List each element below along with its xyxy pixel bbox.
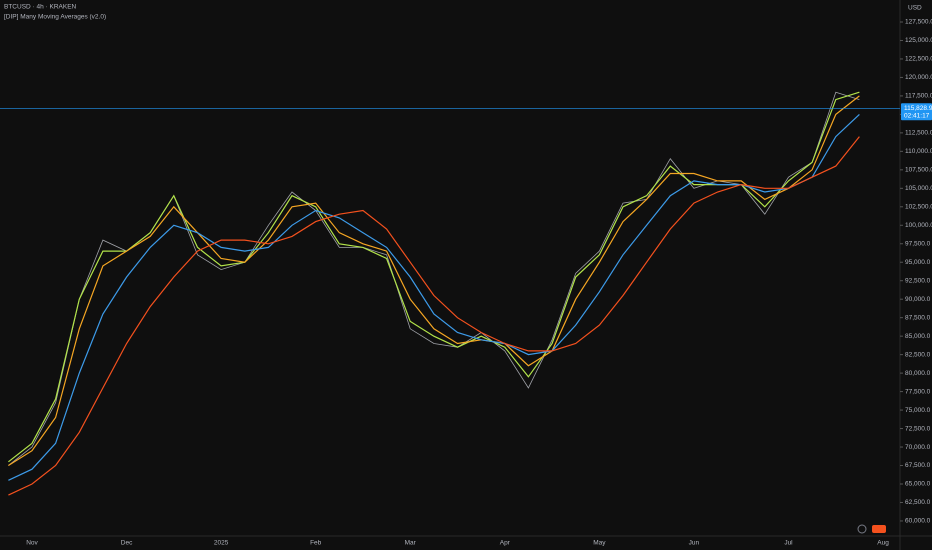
last-price-label: 115,828.9	[904, 105, 932, 112]
settings-icon[interactable]	[857, 524, 867, 534]
x-tick-label: Apr	[500, 540, 511, 547]
moving-average	[8, 113, 860, 481]
y-tick-label: 107,500.0	[905, 167, 932, 174]
x-tick-label: Feb	[310, 540, 322, 547]
y-tick-label: 90,000.0	[905, 296, 931, 303]
x-tick-label: Mar	[405, 540, 417, 547]
currency: USD	[908, 5, 922, 12]
y-tick-label: 77,500.0	[905, 388, 931, 395]
y-tick-label: 67,500.0	[905, 462, 931, 469]
moving-average	[8, 136, 860, 496]
y-tick-label: 122,500.0	[905, 56, 932, 63]
y-tick-label: 80,000.0	[905, 370, 931, 377]
y-tick-label: 75,000.0	[905, 407, 931, 414]
y-tick-label: 97,500.0	[905, 240, 931, 247]
x-tick-label: Nov	[26, 540, 38, 547]
bottom-icons[interactable]	[857, 524, 886, 534]
y-tick-label: 100,000.0	[905, 222, 932, 229]
y-tick-label: 95,000.0	[905, 259, 931, 266]
chart-title: BTCUSD · 4h · KRAKEN	[4, 4, 77, 11]
y-tick-label: 127,500.0	[905, 19, 932, 26]
countdown: 02:41:17	[904, 112, 930, 119]
y-tick-label: 105,000.0	[905, 185, 932, 192]
last-price-box	[901, 103, 932, 121]
y-tick-label: 117,500.0	[905, 93, 932, 100]
y-tick-label: 85,000.0	[905, 333, 931, 340]
y-tick-label: 120,000.0	[905, 74, 932, 81]
x-tick-label: May	[593, 540, 606, 547]
y-tick-label: 125,000.0	[905, 37, 932, 44]
y-tick-label: 112,500.0	[905, 130, 932, 137]
moving-average	[8, 95, 860, 467]
y-tick-label: 62,500.0	[905, 499, 931, 506]
indicator-name: [DIP] Many Moving Averages (v2.0)	[4, 14, 106, 21]
y-tick-label: 65,000.0	[905, 481, 931, 488]
y-tick-label: 110,000.0	[905, 148, 932, 155]
x-tick-label: Aug	[877, 540, 889, 547]
y-tick-label: 87,500.0	[905, 314, 931, 321]
badge-icon[interactable]	[872, 525, 886, 533]
x-tick-label: Jul	[784, 540, 793, 547]
x-tick-label: Jun	[689, 540, 700, 547]
x-tick-label: Dec	[121, 540, 133, 547]
y-tick-label: 102,500.0	[905, 204, 932, 211]
y-tick-label: 72,500.0	[905, 425, 931, 432]
x-tick-label: 2025	[214, 540, 229, 547]
y-tick-label: 82,500.0	[905, 351, 931, 358]
y-tick-label: 60,000.0	[905, 518, 931, 525]
y-tick-label: 70,000.0	[905, 444, 931, 451]
y-tick-label: 92,500.0	[905, 277, 931, 284]
